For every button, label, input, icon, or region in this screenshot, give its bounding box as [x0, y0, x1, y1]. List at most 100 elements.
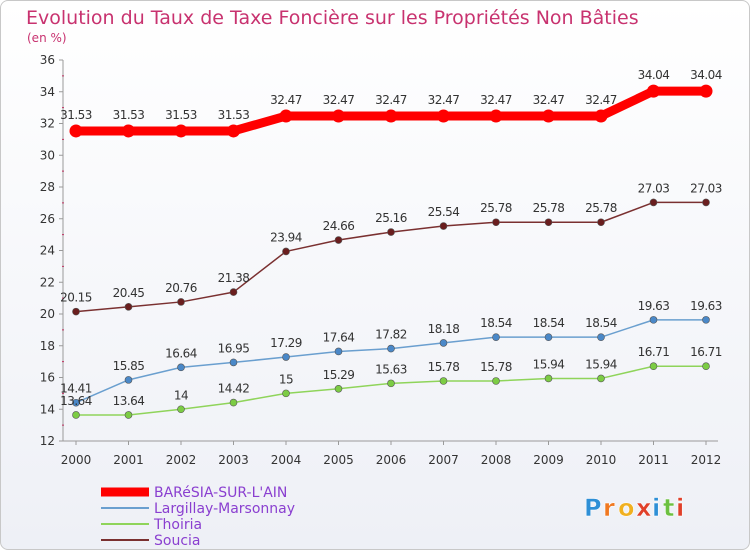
data-label: 14.42: [218, 382, 250, 396]
x-tick-label: 2005: [323, 453, 354, 467]
data-label: 25.16: [375, 211, 407, 225]
data-point: [229, 358, 238, 367]
data-point: [72, 411, 80, 419]
series-1: 14.41 15.85 16.64 16.95 17.29 17.64 17.82 18.18…: [60, 299, 722, 407]
data-point: [492, 218, 500, 227]
legend-item-2: Thoiria: [101, 517, 202, 533]
y-tick-label: 24: [40, 244, 55, 258]
data-label: 31.53: [113, 108, 145, 122]
data-point: [387, 344, 395, 353]
data-label: 20.45: [113, 286, 145, 300]
data-point: [544, 218, 553, 227]
x-tick-label: 2009: [533, 453, 564, 467]
y-tick-label: 20: [40, 307, 55, 321]
data-label: 17.64: [323, 330, 355, 344]
x-tick-label: 2011: [638, 453, 669, 467]
data-label: 32.47: [480, 93, 512, 107]
data-label: 31.53: [165, 108, 197, 122]
data-label: 16.64: [165, 346, 197, 360]
data-label: 27.03: [638, 181, 670, 195]
data-point: [279, 109, 293, 123]
x-tick-label: 2002: [166, 453, 197, 467]
data-label: 15.63: [375, 362, 407, 376]
data-label: 16.71: [690, 345, 722, 359]
data-label: 17.82: [375, 328, 407, 342]
x-tick-label: 2012: [691, 453, 722, 467]
data-point: [384, 109, 398, 123]
y-tick-label: 32: [40, 117, 55, 131]
logo-letter: t: [663, 494, 674, 522]
data-label: 32.47: [428, 93, 460, 107]
y-tick-label: 28: [40, 180, 55, 194]
data-point: [544, 333, 553, 341]
y-tick-label: 36: [40, 53, 55, 67]
y-tick-label: 14: [40, 402, 55, 416]
data-point: [229, 398, 238, 407]
axes: 12 14 16 18 20 22 24 26 28 30 32 34 36 2000 2001 2002 20…: [40, 53, 722, 467]
y-tick-label: 30: [40, 148, 55, 162]
legend: BARéSIA-SUR-L'AINLargillay-MarsonnayThoi…: [101, 485, 295, 549]
data-label: 18.54: [533, 316, 565, 330]
data-label: 15.29: [323, 368, 355, 382]
data-point: [177, 363, 185, 372]
data-label: 14.41: [60, 382, 92, 396]
data-point: [649, 316, 658, 324]
legend-label: Soucia: [154, 533, 201, 549]
data-point: [69, 124, 83, 138]
data-point: [124, 411, 133, 419]
y-tick-label: 22: [40, 275, 55, 289]
data-label: 15.94: [533, 357, 565, 371]
data-label: 32.47: [533, 93, 565, 107]
y-tick-label: 12: [40, 434, 55, 448]
chart-title: Evolution du Taux de Taxe Foncière sur l…: [26, 7, 639, 29]
y-tick-label: 18: [40, 339, 55, 353]
data-point: [174, 124, 188, 138]
x-tick-label: 2007: [428, 453, 459, 467]
data-label: 32.47: [323, 93, 355, 107]
data-label: 15.85: [113, 359, 145, 373]
x-tick-label: 2001: [113, 453, 144, 467]
data-point: [544, 374, 553, 383]
y-tick-label: 26: [40, 212, 55, 226]
data-point: [387, 379, 395, 388]
data-label: 16.95: [218, 341, 250, 355]
data-label: 18.54: [480, 316, 512, 330]
data-label: 32.47: [375, 93, 407, 107]
chart-subtitle: (en %): [27, 31, 67, 45]
x-tick-label: 2006: [376, 453, 407, 467]
data-label: 15: [279, 372, 293, 386]
data-point: [597, 333, 605, 341]
data-point: [122, 124, 135, 138]
data-point: [334, 384, 343, 393]
data-point: [124, 376, 133, 384]
data-point: [439, 377, 448, 385]
data-point: [282, 247, 290, 256]
data-point: [594, 109, 608, 123]
data-label: 15.94: [585, 357, 617, 371]
data-point: [439, 222, 448, 230]
logo-letter: o: [618, 494, 635, 522]
data-point: [334, 236, 343, 244]
x-tick-label: 2003: [218, 453, 249, 467]
data-point: [699, 84, 713, 98]
data-label: 23.94: [270, 230, 302, 244]
legend-item-0: BARéSIA-SUR-L'AIN: [101, 485, 287, 501]
data-point: [437, 109, 450, 123]
data-point: [387, 228, 395, 236]
data-label: 25.78: [533, 201, 565, 215]
data-point: [72, 307, 80, 316]
data-point: [649, 362, 658, 371]
data-label: 31.53: [218, 108, 250, 122]
data-label: 14: [174, 388, 188, 402]
data-label: 21.38: [218, 271, 250, 285]
data-point: [72, 398, 80, 407]
logo-letter: P: [584, 494, 602, 522]
data-label: 25.54: [428, 205, 460, 219]
data-point: [439, 339, 448, 347]
data-point: [177, 405, 185, 414]
data-point: [702, 198, 710, 207]
data-label: 31.53: [60, 108, 92, 122]
data-label: 17.29: [270, 336, 302, 350]
